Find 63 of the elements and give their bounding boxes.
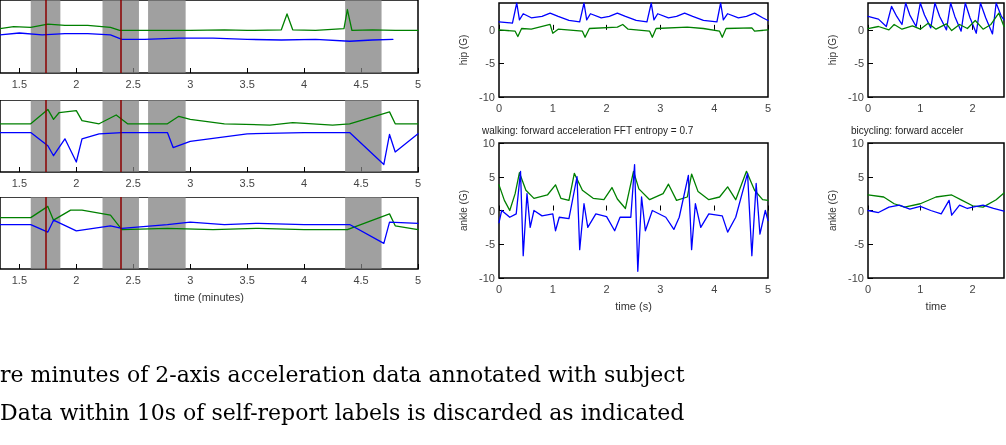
x-tick-label: 2 (73, 176, 80, 189)
x-tick-label: 1 (549, 282, 556, 295)
x-tick-label: 2 (73, 273, 80, 286)
x-tick-label: 4 (301, 77, 308, 90)
chart-title: bicycling: forward acceler (851, 124, 964, 136)
x-tick-label: 4 (301, 176, 308, 189)
x-tick-label: 3.5 (239, 77, 255, 90)
chart-title: walking: forward acceleration FFT entropy = 0.7 (481, 124, 694, 136)
x-tick-label: 1.5 (11, 273, 28, 286)
x-tick-label: 2.5 (125, 176, 141, 189)
y-axis-title: hip (G) (457, 34, 469, 66)
y-tick-label: -5 (854, 57, 864, 70)
y-tick-label: -10 (479, 272, 495, 284)
x-tick-label: 1 (549, 101, 556, 114)
x-tick-label: 1.5 (11, 176, 28, 189)
x-tick-label: 2 (603, 101, 610, 114)
y-tick-label: -10 (848, 272, 864, 284)
x-tick-label: 4.5 (353, 77, 369, 90)
y-tick-label: -5 (485, 57, 495, 70)
y-tick-label: -5 (854, 238, 864, 251)
text: re minutes of 2-axis acceleration data annotated with subject (0, 362, 685, 387)
x-tick-label: 3 (187, 77, 194, 90)
y-tick-label: 0 (857, 23, 864, 36)
x-tick-label: 5 (764, 282, 772, 295)
y-tick-label: 0 (488, 204, 495, 217)
x-tick-label: 3.5 (239, 273, 255, 286)
x-tick-label: 3.5 (239, 176, 255, 189)
x-tick-label: 3 (187, 273, 194, 286)
x-tick-label: 1.5 (11, 77, 28, 90)
x-tick-label: 3 (657, 101, 664, 114)
x-tick-label: 5 (764, 101, 772, 114)
x-tick-label: 4 (711, 282, 718, 295)
x-tick-label: 4.5 (353, 176, 369, 189)
x-tick-label: 4 (711, 101, 718, 114)
y-tick-label: 10 (482, 137, 495, 149)
y-tick-label: 10 (851, 137, 864, 149)
x-tick-label: 4 (301, 273, 308, 286)
x-tick-label: 1 (917, 282, 924, 295)
x-tick-label: 2.5 (125, 77, 141, 90)
y-tick-label: -10 (848, 91, 864, 103)
x-tick-label: 3 (187, 176, 194, 189)
y-tick-label: -10 (479, 91, 495, 103)
y-axis-title: hip (G) (826, 34, 838, 66)
y-axis-title: ankle (G) (826, 189, 838, 232)
y-tick-label: 0 (857, 204, 864, 217)
x-tick-label: 2.5 (125, 273, 141, 286)
x-tick-label: 1 (917, 101, 924, 114)
x-tick-label: 5 (414, 273, 422, 286)
y-tick-label: -5 (485, 238, 495, 251)
x-tick-label: 2 (603, 282, 610, 295)
x-tick-label: 4.5 (353, 273, 369, 286)
x-tick-label: 2 (73, 77, 80, 90)
x-axis-title: time (s) (615, 299, 652, 312)
y-axis-title: ankle (G) (457, 189, 469, 232)
text: Data within 10s of self-report labels is discarded as indicated (0, 400, 685, 425)
x-tick-label: 2 (969, 282, 976, 295)
x-tick-label: 3 (657, 282, 664, 295)
x-tick-label: 5 (414, 176, 422, 189)
x-tick-label: 2 (969, 101, 976, 114)
x-axis-title: time (minutes) (174, 290, 244, 303)
x-tick-label: 5 (414, 77, 422, 90)
x-axis-title: time (925, 299, 947, 312)
y-tick-label: 0 (488, 23, 495, 36)
